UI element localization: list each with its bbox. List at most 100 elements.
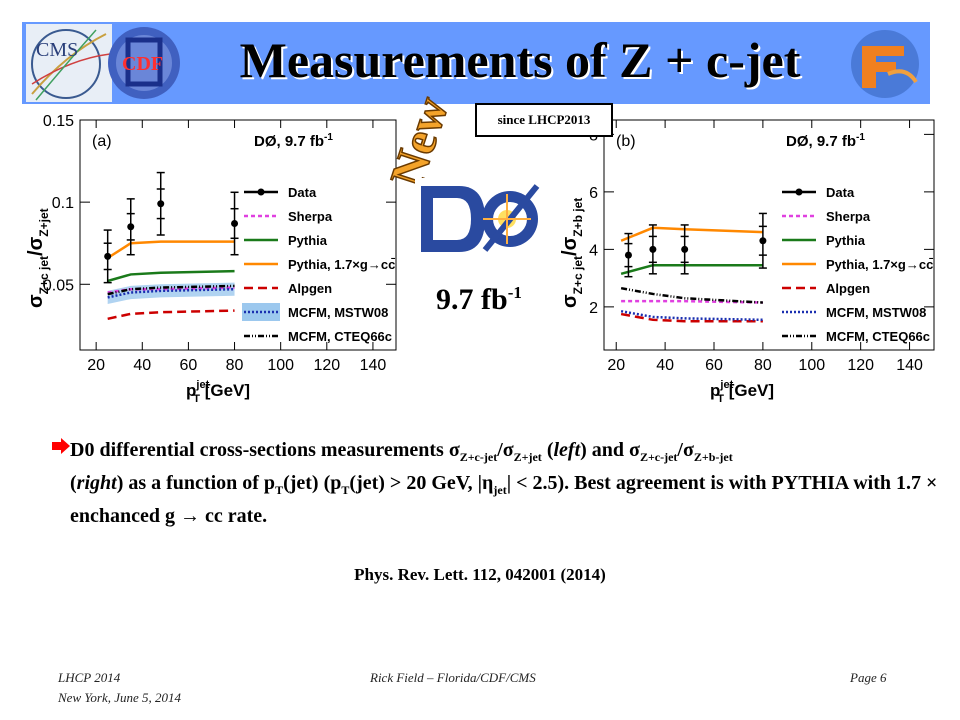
x-tick-label: 40: [133, 357, 151, 374]
legend-label: MCFM, MSTW08: [826, 305, 926, 320]
x-axis-label-part: [GeV]: [200, 381, 250, 400]
legend-label: Alpgen: [288, 281, 332, 296]
desc-part: ) and σ: [580, 439, 640, 461]
y-axis-label-part: /σ: [25, 236, 47, 256]
y-axis-label: σZ+c jet/σZ+jet: [25, 208, 51, 308]
x-axis-label-part: T: [193, 393, 200, 405]
x-tick-label: 60: [705, 357, 723, 374]
series-line-alpgen: [107, 309, 235, 321]
cms-logo: CMS: [26, 24, 112, 102]
series-line-pythia-1-7-g-cc-: [620, 226, 763, 242]
x-tick-label: 60: [180, 357, 198, 374]
data-point: [624, 251, 632, 259]
series-line-sherpa: [621, 299, 763, 304]
x-tick-label: 120: [847, 357, 874, 374]
x-tick-label: 120: [313, 357, 340, 374]
y-axis-label: σZ+c jet/σZ+b jet: [560, 198, 585, 308]
luminosity-value: 9.7 fb: [436, 283, 508, 316]
desc-sub: jet: [493, 483, 507, 497]
series-line-pythia-1-7-g-cc-: [107, 240, 235, 260]
slide-title: Measurements of Z + c-jet: [239, 32, 801, 88]
desc-part: | < 2.5). Best agreement is with PYTHIA …: [70, 472, 938, 527]
chart-header-exp: -1: [324, 132, 333, 143]
legend-label: Alpgen: [826, 281, 870, 296]
legend-label: Pythia: [288, 233, 328, 248]
chart-header-exp: -1: [856, 132, 865, 143]
series-line-sherpa: [107, 286, 235, 294]
series-line-mcfm-cteq66c: [107, 284, 235, 296]
data-point: [649, 245, 657, 253]
y-axis-label-part: /σ: [560, 236, 581, 256]
reference-citation: Phys. Rev. Lett. 112, 042001 (2014): [354, 565, 606, 584]
series-line-mcfm-cteq66c: [620, 286, 763, 304]
data-point: [231, 220, 239, 227]
y-axis-label-part: Z+c jet: [571, 256, 585, 294]
x-tick-label: 100: [267, 357, 294, 374]
cdf-logo: CDF: [108, 27, 180, 99]
chart-header: DØ, 9.7 fb-1: [786, 132, 865, 150]
plot-frame: [79, 119, 397, 351]
data-point: [104, 252, 112, 260]
footer-page: Page 6: [850, 670, 887, 685]
chart-b: 204060801001201402468(b)DØ, 9.7 fb-1-1pj…: [560, 119, 935, 405]
desc-sub: Z+b-jet: [693, 450, 733, 464]
cdf-logo-text: CDF: [122, 53, 163, 75]
desc-part: (jet) > 20 GeV, |η: [349, 472, 494, 494]
x-axis-label-part: [GeV]: [724, 381, 774, 400]
legend-label: Pythia: [826, 233, 866, 248]
series-line-mcfm-mstw08: [620, 309, 763, 322]
y-tick-label: 0.05: [43, 277, 74, 294]
x-tick-label: 80: [226, 357, 244, 374]
desc-part: /σ: [497, 439, 514, 461]
footer-author: Rick Field – Florida/CDF/CMS: [370, 670, 536, 685]
legend-label: Sherpa: [826, 209, 871, 224]
x-tick-label: 20: [87, 357, 105, 374]
x-axis-label-part: T: [717, 393, 724, 405]
desc-italic: left: [553, 439, 581, 461]
x-axis-label-part: jet: [719, 379, 733, 391]
desc-italic: right: [76, 472, 117, 494]
y-axis-label-part: Z+jet: [37, 208, 51, 236]
x-tick-label: 20: [607, 357, 625, 374]
series-line-alpgen: [620, 312, 763, 323]
data-point: [127, 223, 135, 231]
desc-sub: Z+c-jet: [639, 450, 678, 464]
description-text: D0 differential cross-sections measureme…: [70, 437, 940, 529]
y-axis-label-part: Z+c jet: [37, 256, 51, 294]
footer-conference: LHCP 2014: [58, 670, 121, 685]
legend-label: MCFM, CTEQ66c: [826, 329, 930, 344]
since-label: since LHCP2013: [475, 103, 613, 137]
series-line-pythia: [107, 269, 235, 283]
x-tick-label: 80: [754, 357, 772, 374]
desc-part: (jet) (p: [283, 472, 342, 494]
x-tick-label: 140: [360, 357, 387, 374]
x-axis-label-part: jet: [195, 379, 209, 391]
y-axis-label-part: Z+b jet: [571, 198, 585, 237]
bullet-arrow-icon: [52, 438, 70, 454]
legend-label: Data: [826, 185, 855, 200]
desc-sub: Z+jet: [513, 450, 542, 464]
x-tick-label: 40: [656, 357, 674, 374]
legend-label: Sherpa: [288, 209, 333, 224]
desc-sub: T: [341, 483, 350, 497]
d0-logo: [415, 178, 545, 260]
legend-marker: [257, 188, 265, 196]
x-tick-label: 100: [798, 357, 825, 374]
footer-date: New York, June 5, 2014: [58, 690, 182, 705]
y-tick-label: 4: [589, 242, 598, 259]
chart-header: DØ, 9.7 fb-1: [254, 132, 333, 150]
legend-label: Data: [288, 185, 317, 200]
y-tick-label: 2: [589, 300, 598, 317]
legend-marker: [795, 188, 803, 196]
legend-label: Pythia, 1.7×g→cc̄: [288, 257, 395, 272]
luminosity-label: 9.7 fb-1: [436, 283, 522, 317]
desc-part: ) as a function of p: [116, 472, 276, 494]
desc-part: (: [541, 439, 554, 461]
x-axis-label: pjet T [GeV]: [186, 379, 250, 405]
legend-label: MCFM, CTEQ66c: [288, 329, 392, 344]
plot-frame: [603, 119, 935, 351]
panel-label: (b): [616, 133, 636, 150]
y-tick-label: 0.1: [52, 195, 74, 212]
data-point: [157, 200, 165, 208]
desc-part: D0 differential cross-sections measureme…: [70, 439, 460, 461]
